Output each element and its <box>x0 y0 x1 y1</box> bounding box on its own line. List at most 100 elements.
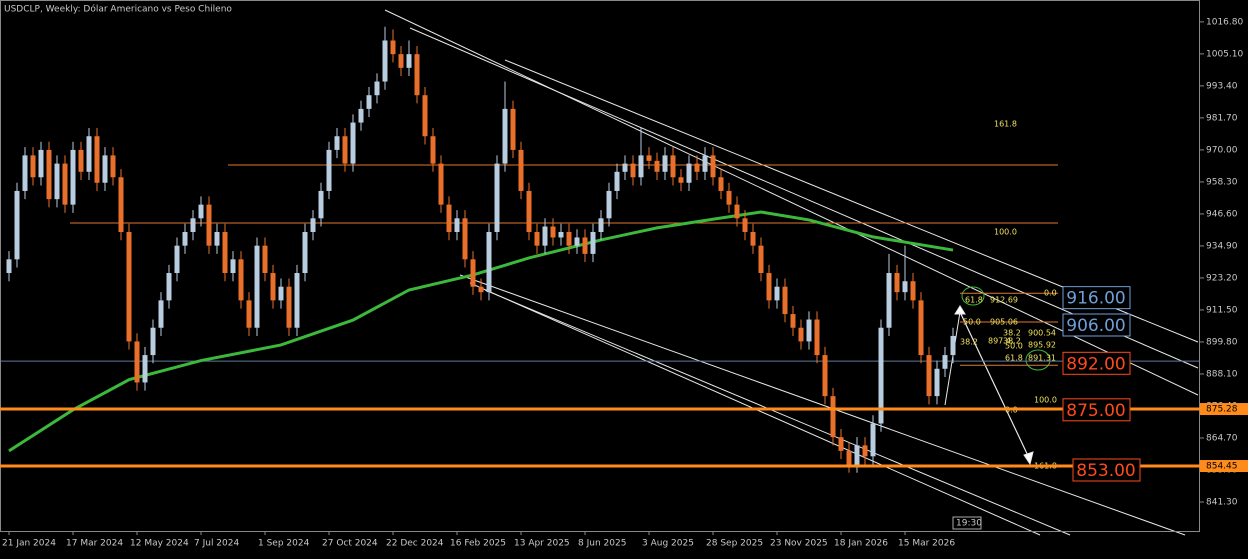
fib-label: 905.06 <box>990 318 1018 327</box>
x-tick-label: 18 Jan 2026 <box>834 539 888 549</box>
candle-body <box>526 190 532 232</box>
level-label: 875.28 <box>1206 405 1238 415</box>
y-tick-label: 888.10 <box>1206 369 1238 379</box>
marker-circle <box>961 286 985 306</box>
candle-body <box>374 81 380 96</box>
y-tick-label: 841.30 <box>1206 498 1238 508</box>
candle-body <box>942 355 948 369</box>
candle-body <box>654 160 660 172</box>
candle-body <box>638 155 644 178</box>
candle-body <box>934 368 940 397</box>
candle-body <box>902 281 908 293</box>
candle-body <box>726 190 732 205</box>
x-tick-label: 15 Mar 2026 <box>898 539 955 549</box>
candle-body <box>518 149 524 191</box>
candle-body <box>150 327 156 356</box>
candle-body <box>646 155 652 161</box>
candle-body <box>14 190 20 260</box>
candle-body <box>926 355 932 397</box>
candle-body <box>174 245 180 274</box>
fib-label: 900.54 <box>1028 329 1056 338</box>
candle-body <box>270 273 276 301</box>
candle-body <box>510 108 516 150</box>
candle-body <box>382 40 388 82</box>
candle-body <box>430 136 436 164</box>
y-tick-label: 923.20 <box>1206 273 1238 283</box>
candle-body <box>662 155 668 172</box>
candle-body <box>390 40 396 55</box>
y-tick-label: 981.70 <box>1206 113 1238 123</box>
candle-body <box>622 163 628 172</box>
target-box <box>1062 398 1131 422</box>
y-tick-label: 899.80 <box>1206 337 1238 347</box>
x-tick-label: 21 Jan 2024 <box>2 539 56 549</box>
candle-body <box>126 231 132 342</box>
time-label: 19:30 <box>956 519 982 529</box>
target-box <box>1062 286 1131 310</box>
candle-body <box>30 155 36 178</box>
y-tick-label: 946.60 <box>1206 209 1238 219</box>
candle-body <box>230 259 236 274</box>
candle-body <box>590 231 596 254</box>
candle-body <box>574 237 580 246</box>
time-box <box>952 516 982 530</box>
candle-body <box>486 231 492 293</box>
candle-body <box>734 204 740 219</box>
candle-body <box>470 259 476 287</box>
candle-body <box>694 163 700 172</box>
candle-body <box>798 327 804 342</box>
arrow-head <box>1023 451 1034 466</box>
target-label: 892.00 <box>1066 354 1125 374</box>
x-tick-label: 8 Jun 2025 <box>578 539 626 549</box>
candle-body <box>166 273 172 301</box>
fib-label: 50.0 <box>1005 342 1023 351</box>
candle-body <box>782 286 788 315</box>
y-tick-label: 970.00 <box>1206 145 1238 155</box>
candle-body <box>326 149 332 191</box>
fib-label: 912.69 <box>990 296 1018 305</box>
candle-body <box>790 314 796 328</box>
x-tick-label: 28 Sep 2025 <box>706 539 763 549</box>
candle-body <box>854 445 860 465</box>
candle-body <box>310 218 316 232</box>
level-tag <box>1200 403 1248 416</box>
candle-body <box>742 218 748 232</box>
candle-body <box>70 149 76 205</box>
x-tick-label: 22 Dec 2024 <box>386 539 444 549</box>
candle-body <box>278 286 284 301</box>
arrow <box>959 311 1031 461</box>
candle-body <box>86 136 92 172</box>
candle-body <box>190 218 196 232</box>
candle-body <box>670 155 676 178</box>
candle-body <box>822 355 828 397</box>
candle-body <box>182 231 188 246</box>
candle-body <box>710 155 716 178</box>
candle-body <box>366 95 372 109</box>
candle-body <box>262 245 268 274</box>
candle-body <box>342 136 348 164</box>
candle-body <box>446 204 452 232</box>
candle-body <box>102 155 108 183</box>
fib-label: 891.31 <box>1028 354 1056 363</box>
candle-body <box>62 163 68 205</box>
candle-body <box>878 327 884 424</box>
candle-body <box>846 450 852 465</box>
candle-body <box>318 190 324 219</box>
candle-body <box>222 231 228 274</box>
candle-body <box>238 259 244 301</box>
candle-body <box>686 163 692 183</box>
fib-label: 100.0 <box>1034 396 1057 405</box>
fib-label: 38.2 <box>1003 329 1021 338</box>
x-tick-label: 13 Apr 2025 <box>514 539 570 549</box>
candle-body <box>774 286 780 301</box>
candle-body <box>750 231 756 246</box>
candle-body <box>398 54 404 68</box>
x-tick-label: 17 Mar 2024 <box>66 539 123 549</box>
channel-line <box>409 27 1199 369</box>
candle-body <box>566 231 572 246</box>
marker-circle <box>1025 349 1051 371</box>
moving-average <box>8 210 954 453</box>
candle-body <box>814 319 820 356</box>
candle-body <box>550 226 556 238</box>
